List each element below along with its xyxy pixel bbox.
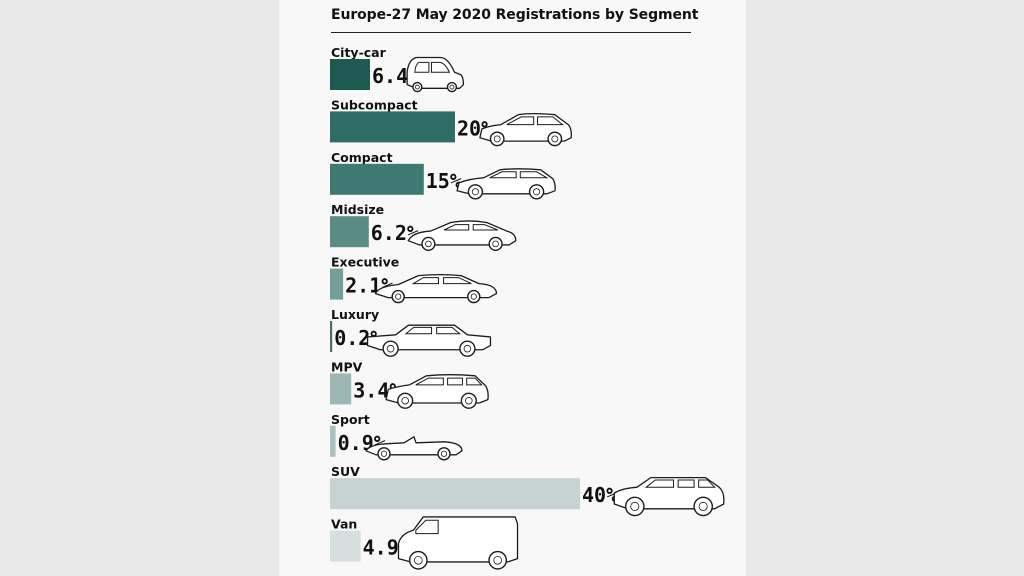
value-label: 40% <box>582 483 618 507</box>
chart-title: Europe-27 May 2020 Registrations by Segm… <box>331 7 699 23</box>
bar <box>330 59 370 90</box>
bar <box>330 163 424 195</box>
category-label: Compact <box>331 150 393 165</box>
bar <box>330 530 361 562</box>
van-icon <box>398 517 517 569</box>
category-label: SUV <box>331 464 360 479</box>
mpv-icon <box>386 375 488 408</box>
category-label: Sport <box>331 412 370 427</box>
category-label: Luxury <box>331 307 379 322</box>
bar <box>330 373 352 405</box>
hatchback-icon <box>480 114 571 146</box>
category-label: Executive <box>331 255 399 270</box>
fastback-icon <box>408 221 516 250</box>
category-label: Midsize <box>331 202 384 217</box>
luxury-sedan-icon <box>368 325 491 356</box>
title-divider <box>331 32 691 33</box>
category-label: Van <box>331 517 357 532</box>
category-label: MPV <box>331 359 363 374</box>
city-car-icon <box>407 57 463 91</box>
category-label: City-car <box>331 45 387 60</box>
bar <box>330 321 333 352</box>
suv-icon <box>614 478 724 516</box>
category-label: Subcompact <box>331 97 418 112</box>
bar <box>330 216 369 248</box>
bar <box>330 425 336 457</box>
sedan-icon <box>376 275 497 303</box>
convertible-icon <box>366 437 462 460</box>
value-label: 15% <box>426 169 462 193</box>
bar <box>330 478 580 510</box>
compact-hatch-icon <box>457 169 555 199</box>
bar <box>330 111 455 143</box>
bar <box>330 268 344 300</box>
